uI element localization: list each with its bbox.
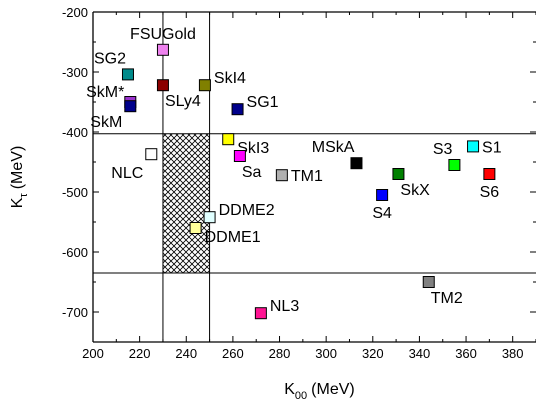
data-point: [467, 140, 480, 153]
data-point-label: TM1: [291, 168, 323, 185]
data-point-label: S4: [372, 205, 392, 222]
y-tick-label: -500: [62, 185, 88, 200]
data-point: [448, 159, 461, 171]
data-point-label: SkI4: [214, 70, 246, 87]
data-point-label: NL3: [270, 298, 299, 315]
data-point: [198, 79, 211, 92]
data-point: [156, 43, 169, 56]
data-point: [222, 133, 235, 146]
y-tick-label: -300: [62, 65, 88, 80]
y-tick-label: -700: [62, 305, 88, 320]
y-tick-label: -200: [62, 5, 88, 20]
data-point: [203, 211, 216, 224]
data-point: [121, 68, 134, 81]
data-point: [275, 169, 288, 182]
x-axis-label-subscript: 00: [295, 390, 307, 402]
data-point: [189, 222, 202, 234]
data-point-label: SkX: [400, 182, 430, 199]
data-point-label: NLC: [111, 165, 143, 182]
data-point: [254, 307, 267, 320]
data-point: [156, 79, 169, 92]
data-point-label: SG2: [94, 50, 126, 67]
x-tick-label: 280: [269, 346, 291, 361]
x-tick-label: 200: [82, 346, 104, 361]
x-tick-label: 320: [362, 346, 384, 361]
x-axis-label: K00 (MeV): [284, 381, 354, 402]
data-point-label: SkM: [90, 114, 122, 131]
x-tick-label: 380: [502, 346, 524, 361]
x-tick-label: 340: [409, 346, 431, 361]
data-point-label: S6: [480, 184, 500, 201]
plot-area: 200 220 240 260 280 300 320 340 360 380 -200 -300 -4…: [62, 5, 536, 361]
data-point: [124, 100, 137, 113]
data-point-label: Sa: [242, 164, 262, 181]
data-point-label: SG1: [247, 94, 279, 111]
x-tick-label: 240: [175, 346, 197, 361]
x-tick-label: 260: [222, 346, 244, 361]
data-point-label: DDME2: [219, 202, 275, 219]
y-tick-label: -600: [62, 245, 88, 260]
data-point-label: S1: [482, 139, 502, 156]
data-point-label: TM2: [431, 290, 463, 307]
data-point-label: DDME1: [205, 229, 261, 246]
data-point: [231, 103, 244, 116]
data-point: [376, 189, 389, 201]
y-tick-label: -400: [62, 125, 88, 140]
x-tick-label: 360: [455, 346, 477, 361]
y-axis-label: Kτ(MeV): [9, 146, 30, 209]
x-tick-label: 220: [129, 346, 151, 361]
y-axis-label-subscript: τ: [18, 193, 30, 198]
hatched-region: [162, 133, 210, 273]
data-point: [233, 150, 246, 162]
data-point-label: SLy4: [165, 93, 201, 110]
data-point: [483, 168, 496, 180]
data-point-label: SkM*: [86, 84, 124, 101]
data-point: [392, 168, 405, 180]
axis-labels: K00 (MeV) Kτ(MeV): [9, 146, 355, 402]
data-point-label: FSUGold: [130, 26, 196, 43]
data-point-label: S3: [433, 141, 453, 158]
data-point: [422, 276, 435, 288]
data-point: [145, 148, 158, 161]
data-point-label: MSkA: [312, 139, 355, 156]
data-point: [350, 157, 363, 170]
x-tick-label: 300: [315, 346, 337, 361]
